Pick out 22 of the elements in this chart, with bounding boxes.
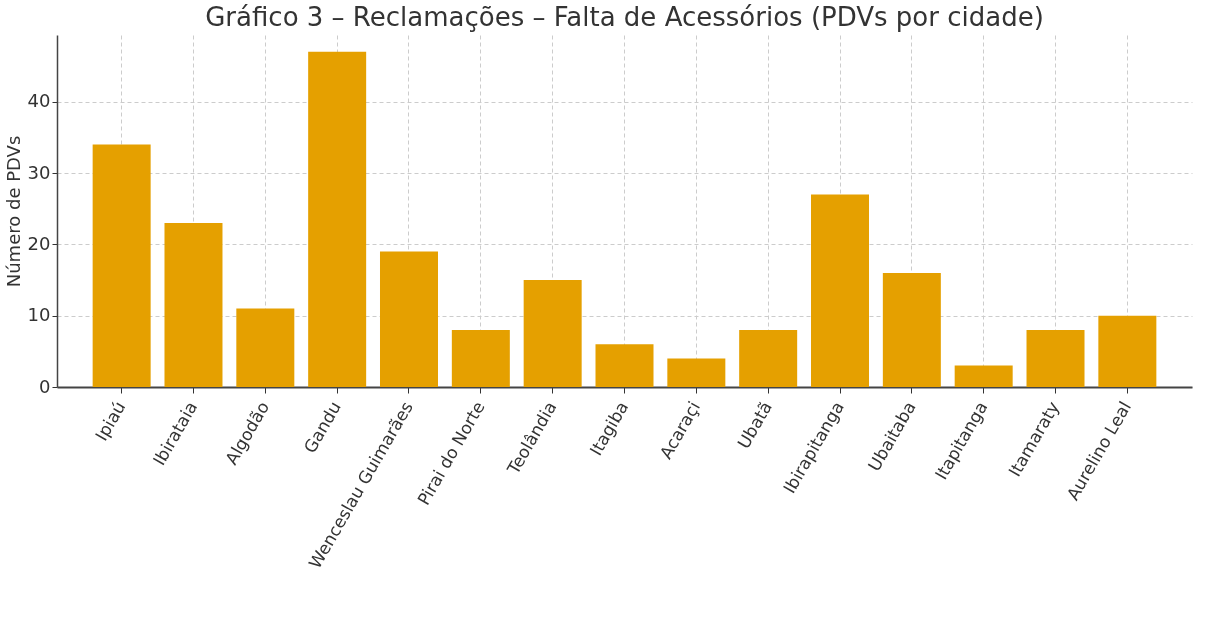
y-tick-label: 0 [39, 375, 51, 397]
bar [882, 272, 941, 387]
y-tick-label: 20 [27, 232, 51, 254]
bar [379, 251, 438, 387]
chart-title: Gráfico 3 – Reclamações – Falta de Acessórios (PDVs por cidade) [205, 2, 1044, 32]
y-axis-title: Número de PDVs [2, 135, 24, 288]
bar [1098, 315, 1157, 387]
bar [523, 280, 582, 387]
bar [308, 51, 367, 387]
bar [164, 222, 223, 387]
bar [236, 308, 295, 387]
bar [595, 344, 654, 387]
bar [739, 329, 798, 387]
bar [1026, 329, 1085, 387]
y-tick-label: 30 [27, 161, 51, 183]
bar [954, 365, 1013, 387]
bar [667, 358, 726, 387]
y-tick-label: 40 [27, 90, 51, 112]
bar [92, 144, 151, 387]
bar [451, 329, 510, 387]
y-tick-label: 10 [27, 304, 51, 326]
bar [811, 194, 870, 387]
